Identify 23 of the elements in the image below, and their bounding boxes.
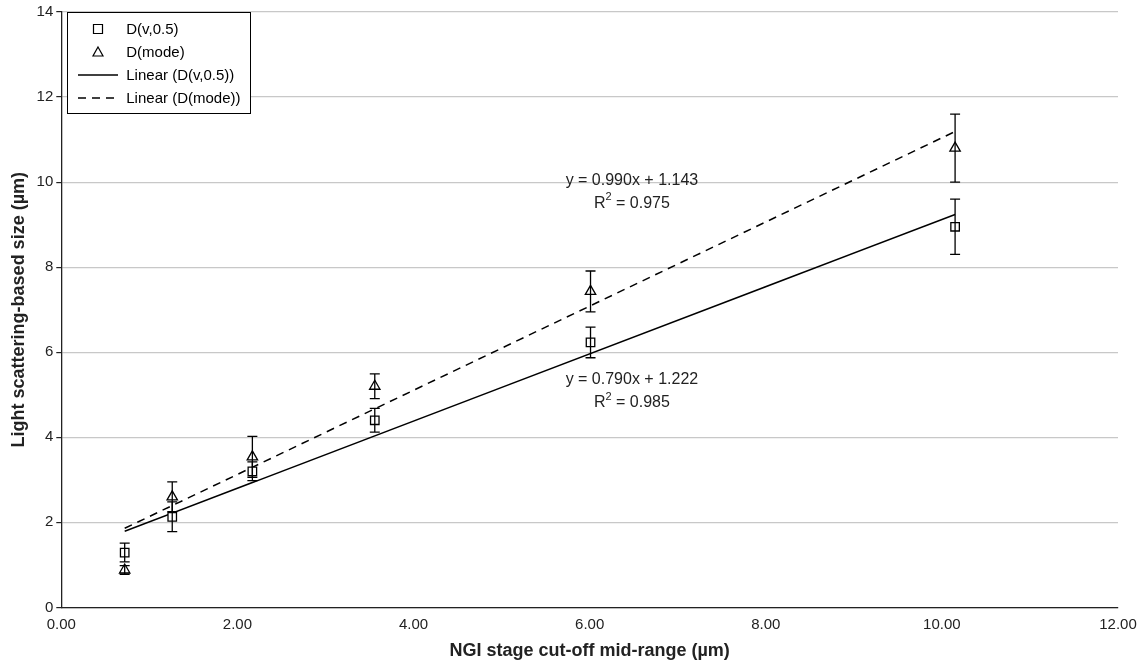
x-tick-label: 0.00 — [46, 614, 76, 632]
x-tick-label: 2.00 — [222, 614, 253, 632]
legend-label: Linear (D(v,0.5)) — [126, 66, 235, 83]
legend-label: Linear (D(mode)) — [126, 89, 241, 106]
annotation: y = 0.990x + 1.143 — [565, 170, 699, 188]
x-tick-label: 12.00 — [1099, 614, 1137, 632]
y-tick-label: 8 — [44, 257, 54, 275]
y-axis-title: Light scattering-based size (µm) — [7, 171, 28, 448]
y-tick-label: 14 — [36, 2, 54, 20]
y-tick-label: 12 — [36, 87, 54, 105]
x-tick-label: 6.00 — [575, 614, 605, 632]
y-tick-label: 2 — [44, 512, 54, 530]
y-tick-label: 6 — [44, 342, 54, 360]
legend-label: D(mode) — [126, 43, 185, 60]
y-tick-label: 0 — [44, 597, 54, 615]
annotation: y = 0.790x + 1.222 — [565, 370, 699, 388]
x-tick-label: 4.00 — [398, 614, 429, 632]
x-axis-title: NGI stage cut-off mid-range (µm) — [449, 640, 730, 661]
y-tick-label: 10 — [36, 172, 54, 190]
y-tick-label: 4 — [44, 427, 54, 445]
x-tick-label: 8.00 — [751, 614, 781, 632]
x-tick-label: 10.00 — [923, 614, 961, 632]
legend-label: D(v,0.5) — [126, 20, 179, 37]
